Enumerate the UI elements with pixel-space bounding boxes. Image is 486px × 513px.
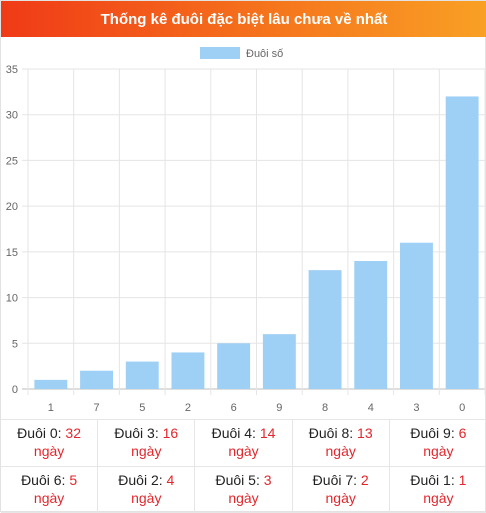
stat-unit: ngày	[195, 489, 291, 507]
bar	[34, 380, 67, 389]
stat-value: 3	[264, 472, 272, 488]
legend-label: Đuôi số	[246, 48, 283, 60]
stat-value: 5	[69, 472, 77, 488]
legend-swatch	[200, 47, 240, 59]
stat-unit: ngày	[293, 489, 389, 507]
stat-value: 13	[357, 425, 373, 441]
stat-label: Đuôi 8:	[309, 425, 353, 441]
stat-unit: ngày	[1, 442, 97, 460]
x-tick-label: 3	[413, 402, 419, 414]
stat-label: Đuôi 7:	[313, 472, 357, 488]
stat-label: Đuôi 3:	[114, 425, 158, 441]
stat-label: Đuôi 9:	[410, 425, 454, 441]
stat-unit: ngày	[390, 489, 486, 507]
bar	[126, 362, 159, 389]
stat-value: 2	[361, 472, 369, 488]
bar	[400, 243, 433, 389]
stat-label: Đuôi 2:	[118, 472, 162, 488]
y-tick-label: 0	[12, 384, 18, 396]
stat-value: 16	[163, 425, 179, 441]
stat-label: Đuôi 1:	[410, 472, 454, 488]
stat-label: Đuôi 5:	[215, 472, 259, 488]
x-tick-label: 6	[231, 402, 237, 414]
y-tick-label: 15	[6, 247, 18, 259]
x-tick-label: 2	[185, 402, 191, 414]
y-tick-label: 5	[12, 338, 18, 350]
bar	[80, 371, 113, 389]
y-tick-label: 10	[6, 293, 18, 305]
stat-unit: ngày	[98, 442, 194, 460]
y-tick-label: 20	[6, 201, 18, 213]
x-tick-label: 8	[322, 402, 328, 414]
stat-unit: ngày	[195, 442, 291, 460]
stat-value: 1	[459, 472, 467, 488]
stat-unit: ngày	[293, 442, 389, 460]
y-tick-label: 35	[6, 64, 18, 76]
stat-unit: ngày	[98, 489, 194, 507]
y-tick-label: 25	[6, 155, 18, 167]
bar	[309, 270, 342, 389]
header-title: Thống kê đuôi đặc biệt lâu chưa về nhất	[1, 1, 486, 37]
stat-value: 4	[167, 472, 175, 488]
bar	[171, 352, 204, 389]
stat-value: 14	[260, 425, 276, 441]
x-tick-label: 4	[368, 402, 374, 414]
stat-value: 6	[459, 425, 467, 441]
stat-unit: ngày	[390, 442, 486, 460]
bar	[217, 343, 250, 389]
x-tick-label: 0	[459, 402, 465, 414]
x-tick-label: 5	[139, 402, 145, 414]
stat-value: 32	[65, 425, 81, 441]
bar	[263, 334, 296, 389]
bar	[446, 96, 479, 389]
stat-unit: ngày	[1, 489, 97, 507]
y-tick-label: 30	[6, 110, 18, 122]
bar	[354, 261, 387, 389]
stat-label: Đuôi 4:	[212, 425, 256, 441]
stat-label: Đuôi 6:	[21, 472, 65, 488]
stat-label: Đuôi 0:	[17, 425, 61, 441]
x-tick-label: 1	[48, 402, 54, 414]
x-tick-label: 7	[93, 402, 99, 414]
x-tick-label: 9	[276, 402, 282, 414]
